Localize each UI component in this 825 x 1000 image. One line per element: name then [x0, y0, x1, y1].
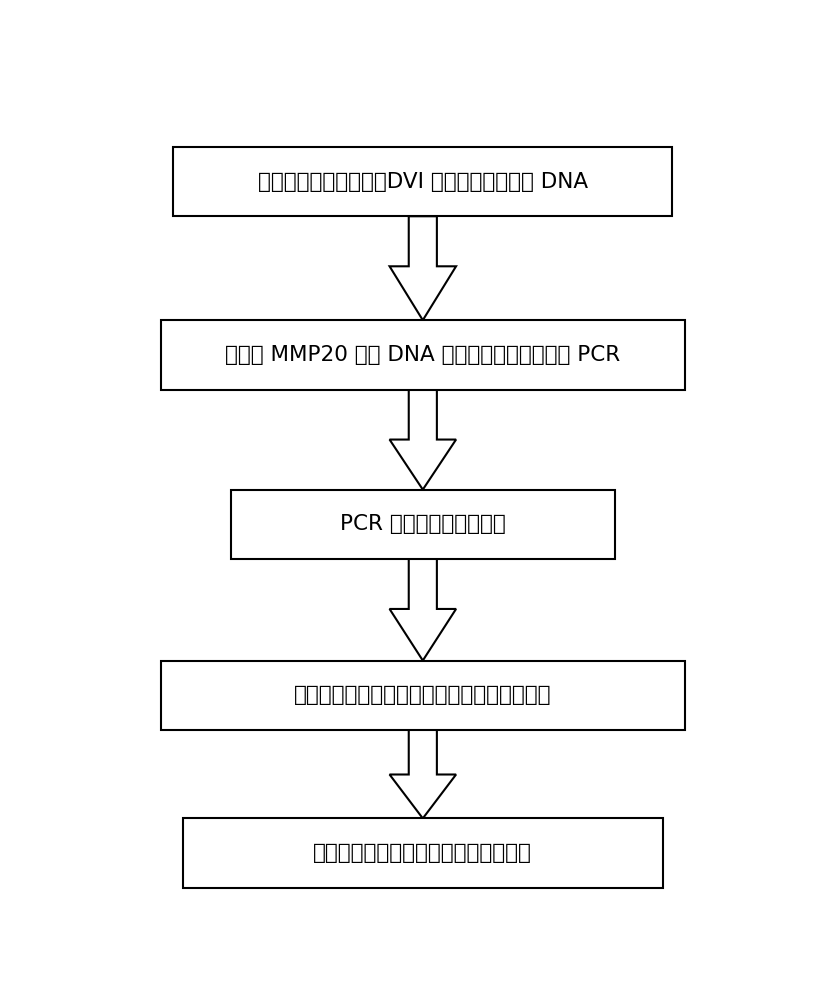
FancyBboxPatch shape — [161, 320, 685, 390]
FancyBboxPatch shape — [183, 818, 662, 888]
Polygon shape — [389, 730, 456, 818]
Polygon shape — [389, 389, 456, 490]
Text: 根据猪 MMP20 基因 DNA 序列设计特异引物进行 PCR: 根据猪 MMP20 基因 DNA 序列设计特异引物进行 PCR — [225, 345, 620, 365]
FancyBboxPatch shape — [173, 147, 672, 216]
Polygon shape — [389, 216, 456, 320]
Text: 提取大白猪、梅山猪、DVI 系猪耳组织基因组 DNA: 提取大白猪、梅山猪、DVI 系猪耳组织基因组 DNA — [257, 172, 588, 192]
Text: PCR 产物纯化后进行测序: PCR 产物纯化后进行测序 — [340, 514, 506, 534]
Text: 遗传标记基因型与产仔数性状关联分析: 遗传标记基因型与产仔数性状关联分析 — [314, 843, 532, 863]
FancyBboxPatch shape — [161, 661, 685, 730]
FancyBboxPatch shape — [231, 490, 615, 559]
Polygon shape — [389, 559, 456, 661]
Text: 根据测序结果进行遗传标记筛选与基因型分型: 根据测序结果进行遗传标记筛选与基因型分型 — [294, 685, 552, 705]
